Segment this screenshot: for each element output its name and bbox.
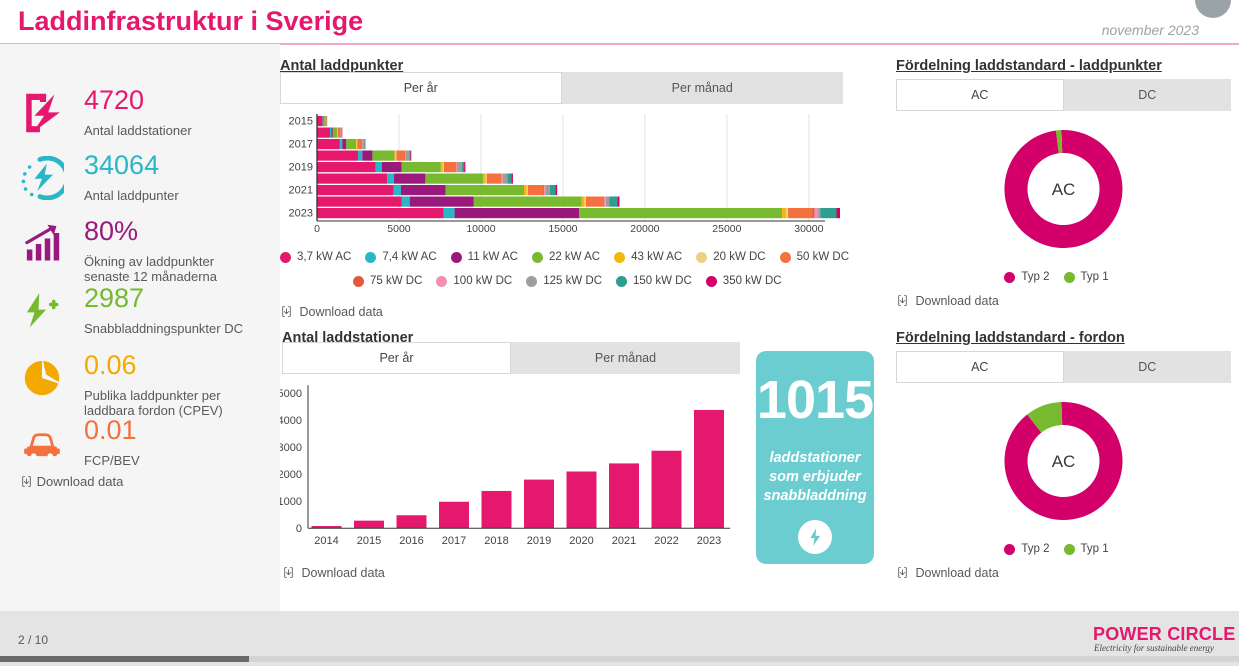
svg-text:0: 0 <box>296 523 302 535</box>
svg-text:5000: 5000 <box>387 223 411 235</box>
svg-text:2015: 2015 <box>357 535 381 547</box>
svg-text:2020: 2020 <box>569 535 593 547</box>
svg-text:10000: 10000 <box>466 223 495 235</box>
svg-text:AC: AC <box>1052 452 1076 471</box>
svg-text:1000: 1000 <box>280 496 302 508</box>
svg-text:2018: 2018 <box>484 535 508 547</box>
svg-text:30000: 30000 <box>794 223 823 235</box>
svg-text:2023: 2023 <box>289 208 313 220</box>
svg-text:2022: 2022 <box>654 535 678 547</box>
svg-text:2016: 2016 <box>399 535 423 547</box>
svg-text:2000: 2000 <box>280 469 302 481</box>
svg-text:2021: 2021 <box>612 535 636 547</box>
svg-text:5000: 5000 <box>280 388 302 400</box>
svg-text:2017: 2017 <box>442 535 466 547</box>
svg-text:2023: 2023 <box>697 535 721 547</box>
svg-text:3000: 3000 <box>280 442 302 454</box>
svg-text:AC: AC <box>1052 180 1076 199</box>
svg-text:4000: 4000 <box>280 415 302 427</box>
svg-text:2017: 2017 <box>289 139 313 151</box>
svg-text:2021: 2021 <box>289 185 313 197</box>
svg-text:15000: 15000 <box>548 223 577 235</box>
svg-text:2014: 2014 <box>314 535 338 547</box>
svg-text:2019: 2019 <box>289 162 313 174</box>
svg-text:0: 0 <box>314 223 320 235</box>
svg-text:25000: 25000 <box>712 223 741 235</box>
svg-text:2019: 2019 <box>527 535 551 547</box>
svg-text:20000: 20000 <box>630 223 659 235</box>
svg-text:2015: 2015 <box>289 116 313 128</box>
